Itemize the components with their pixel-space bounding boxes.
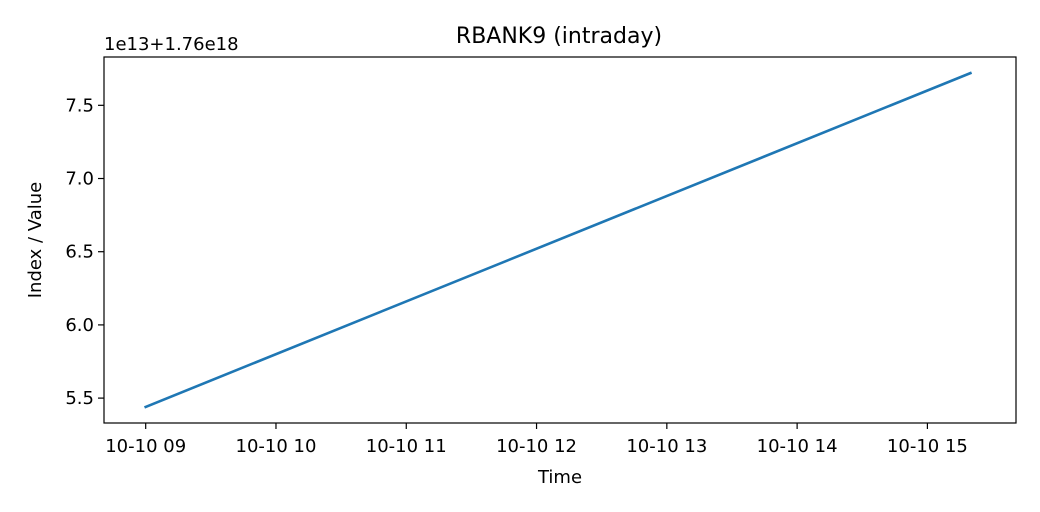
x-tick-label: 10-10 12 [496,436,577,457]
x-tick-label: 10-10 11 [366,436,447,457]
y-tick-label: 5.5 [65,388,94,409]
y-tick-label: 7.0 [65,169,94,190]
y-axis-label: Index / Value [25,182,46,299]
x-tick-label: 10-10 09 [105,436,186,457]
x-tick-label: 10-10 15 [887,436,968,457]
series-line [143,71,973,409]
y-tick-label: 7.5 [65,95,94,116]
x-axis-label: Time [537,467,582,488]
y-offset-label: 1e13+1.76e18 [104,34,239,55]
x-tick-label: 10-10 10 [236,436,317,457]
y-tick-label: 6.5 [65,242,94,263]
x-tick-label: 10-10 14 [757,436,838,457]
y-tick-label: 6.0 [65,315,94,336]
series-layer [143,71,973,409]
chart-title: RBANK9 (intraday) [456,24,662,49]
x-tick-label: 10-10 13 [626,436,707,457]
plot-area [103,56,1017,424]
x-axis: 10-10 09 10-10 10 10-10 11 10-10 12 10-10 13… [105,423,968,457]
y-axis: 5.5 6.0 6.5 7.0 7.5 [65,95,104,409]
